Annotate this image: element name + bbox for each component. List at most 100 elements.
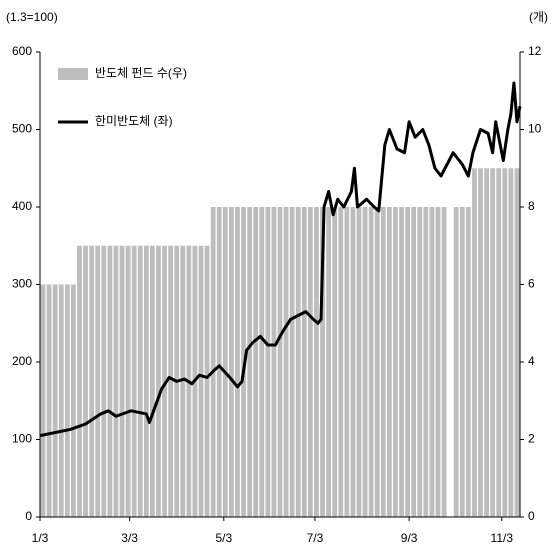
- bar: [478, 168, 483, 517]
- bar: [423, 207, 429, 517]
- bar: [283, 207, 289, 517]
- bar: [362, 207, 368, 517]
- bar: [204, 245, 210, 517]
- bar: [156, 245, 161, 517]
- bar: [71, 284, 76, 517]
- y2-tick-label: 2: [528, 432, 535, 446]
- bar: [332, 207, 338, 517]
- bar: [356, 207, 362, 517]
- bar: [125, 245, 131, 517]
- bar: [465, 207, 471, 517]
- bar: [52, 284, 58, 517]
- bar: [399, 207, 404, 517]
- bar: [101, 245, 107, 517]
- y2-tick-label: 8: [528, 199, 535, 213]
- bar: [368, 207, 374, 517]
- bar: [222, 207, 228, 517]
- bar: [344, 207, 350, 517]
- bar: [247, 207, 253, 517]
- y-tick-label: 300: [12, 277, 32, 291]
- x-tick-label: 5/3: [215, 531, 232, 545]
- y-tick-label: 0: [25, 509, 32, 523]
- bar: [89, 245, 95, 517]
- y2-tick-label: 12: [528, 44, 542, 58]
- bar: [168, 245, 174, 517]
- bar: [95, 245, 101, 517]
- bar: [490, 168, 496, 517]
- bar: [429, 207, 435, 517]
- bar: [393, 207, 398, 517]
- bar: [253, 207, 259, 517]
- bar: [46, 284, 52, 517]
- y2-tick-label: 6: [528, 277, 535, 291]
- bar: [472, 168, 477, 517]
- x-tick-label: 3/3: [121, 531, 138, 545]
- bar: [265, 207, 271, 517]
- bar: [107, 245, 113, 517]
- bar: [77, 245, 82, 517]
- x-tick-label: 1/3: [32, 531, 49, 545]
- legend-swatch: [58, 68, 88, 80]
- bar: [137, 245, 143, 517]
- bar: [58, 284, 64, 517]
- bar: [386, 207, 392, 517]
- bar: [271, 207, 277, 517]
- bar: [374, 207, 380, 517]
- bar: [83, 245, 88, 517]
- bar: [119, 245, 125, 517]
- y2-tick-label: 4: [528, 354, 535, 368]
- y2-unit-label: (개): [529, 10, 548, 24]
- bar: [40, 284, 46, 517]
- bar: [502, 168, 508, 517]
- bar: [441, 207, 447, 517]
- y2-tick-label: 0: [528, 509, 535, 523]
- bar: [259, 207, 265, 517]
- y-tick-label: 600: [12, 44, 32, 58]
- bar: [338, 207, 344, 517]
- bar: [380, 207, 386, 517]
- bar: [508, 168, 514, 517]
- bar: [301, 207, 307, 517]
- bar: [64, 284, 70, 517]
- bar: [295, 207, 301, 517]
- bar: [307, 207, 313, 517]
- bar: [180, 245, 186, 517]
- y-tick-label: 100: [12, 432, 32, 446]
- x-tick-label: 9/3: [401, 531, 418, 545]
- y-tick-label: 500: [12, 122, 32, 136]
- legend-label: 반도체 펀드 수(우): [95, 66, 187, 80]
- bar: [235, 207, 240, 517]
- bar: [405, 207, 410, 517]
- x-tick-label: 7/3: [307, 531, 324, 545]
- bar: [131, 245, 137, 517]
- bar: [143, 245, 149, 517]
- bar: [514, 168, 520, 517]
- bar: [350, 207, 356, 517]
- y-unit-label: (1.3=100): [6, 10, 58, 24]
- y2-tick-label: 10: [528, 122, 542, 136]
- bar: [216, 207, 222, 517]
- bar: [320, 207, 325, 517]
- legend-label: 한미반도체 (좌): [95, 114, 173, 128]
- bar: [496, 168, 502, 517]
- bar: [411, 207, 417, 517]
- bar: [277, 207, 283, 517]
- bar: [162, 245, 167, 517]
- bar: [459, 207, 465, 517]
- bar: [484, 168, 489, 517]
- bar: [435, 207, 441, 517]
- bar: [228, 207, 234, 517]
- bar: [113, 245, 119, 517]
- bar: [326, 207, 332, 517]
- bar: [314, 207, 319, 517]
- bar: [289, 207, 295, 517]
- y-tick-label: 200: [12, 354, 32, 368]
- bar: [150, 245, 155, 517]
- bar: [210, 207, 216, 517]
- line: [39, 81, 522, 438]
- bar: [453, 207, 459, 517]
- y-tick-label: 400: [12, 199, 32, 213]
- bar: [198, 245, 204, 517]
